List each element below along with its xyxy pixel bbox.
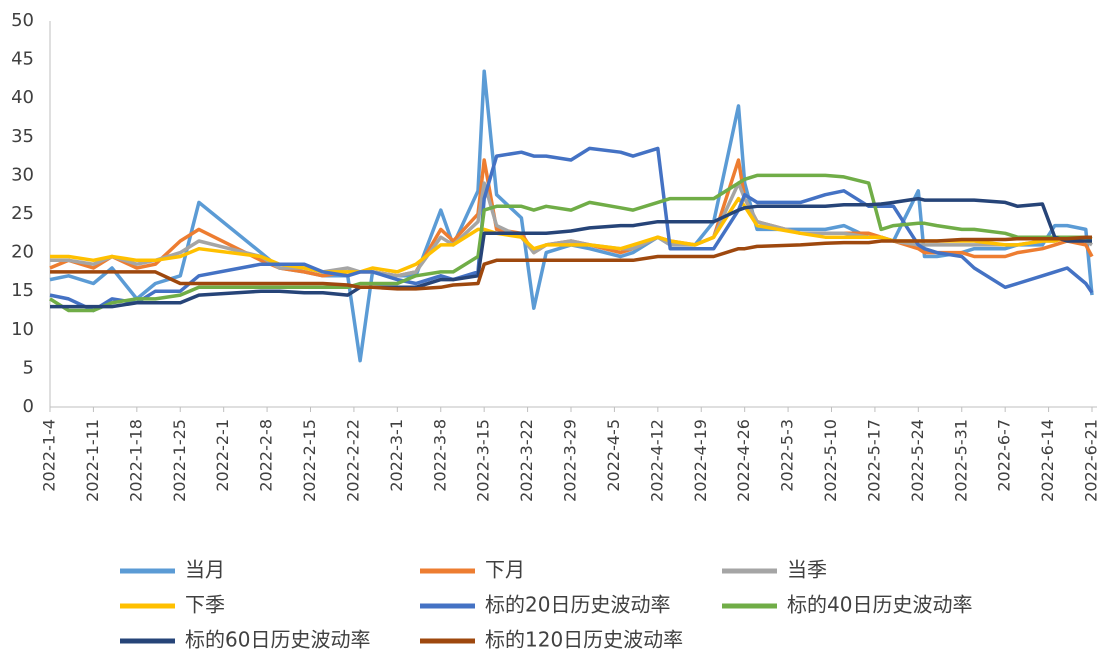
- x-tick-label: 2022-2-1: [213, 419, 232, 492]
- legend-label: 标的20日历史波动率: [485, 593, 670, 617]
- x-tick-label: 2022-2-15: [300, 419, 319, 502]
- series-line: [50, 71, 1092, 361]
- series-line: [50, 160, 1092, 276]
- x-tick-label: 2022-3-22: [517, 419, 536, 502]
- x-tick-label: 2022-3-1: [387, 419, 406, 492]
- x-tick-label: 2022-6-21: [1082, 419, 1097, 502]
- legend-label: 下月: [485, 558, 525, 582]
- y-tick-label: 5: [23, 357, 34, 378]
- x-tick-label: 2022-3-29: [561, 419, 580, 502]
- x-tick-label: 2022-6-7: [995, 419, 1014, 492]
- y-tick-label: 50: [11, 10, 34, 31]
- x-tick-label: 2022-1-11: [83, 419, 102, 502]
- legend-label: 标的120日历史波动率: [485, 628, 683, 652]
- x-tick-label: 2022-2-22: [343, 419, 362, 502]
- y-tick-label: 35: [11, 126, 34, 147]
- legend-label: 标的40日历史波动率: [787, 593, 972, 617]
- y-tick-label: 15: [11, 280, 34, 301]
- x-tick-label: 2022-1-4: [40, 419, 59, 492]
- x-tick-label: 2022-5-10: [821, 419, 840, 502]
- x-tick-label: 2022-4-5: [604, 419, 623, 492]
- x-tick-label: 2022-5-31: [951, 419, 970, 502]
- x-tick-label: 2022-3-8: [430, 419, 449, 492]
- x-tick-label: 2022-1-18: [126, 419, 145, 502]
- x-tick-label: 2022-2-8: [257, 419, 276, 492]
- y-tick-label: 45: [11, 49, 34, 70]
- x-tick-label: 2022-6-14: [1038, 419, 1057, 502]
- x-tick-label: 2022-4-26: [734, 419, 753, 502]
- legend-label: 当月: [185, 558, 225, 582]
- x-tick-label: 2022-1-25: [170, 419, 189, 502]
- legend-label: 下季: [185, 593, 225, 617]
- y-tick-label: 20: [11, 242, 34, 263]
- legend-label: 当季: [787, 558, 827, 582]
- y-tick-label: 0: [23, 396, 34, 417]
- x-tick-label: 2022-5-3: [778, 419, 797, 492]
- y-tick-label: 40: [11, 87, 34, 108]
- x-tick-label: 2022-5-24: [908, 419, 927, 502]
- x-tick-label: 2022-4-19: [691, 419, 710, 502]
- x-tick-label: 2022-4-12: [647, 419, 666, 502]
- y-tick-label: 30: [11, 164, 34, 185]
- y-tick-label: 25: [11, 203, 34, 224]
- y-tick-label: 10: [11, 319, 34, 340]
- x-tick-label: 2022-3-15: [474, 419, 493, 502]
- x-tick-label: 2022-5-17: [864, 419, 883, 502]
- legend-label: 标的60日历史波动率: [185, 628, 370, 652]
